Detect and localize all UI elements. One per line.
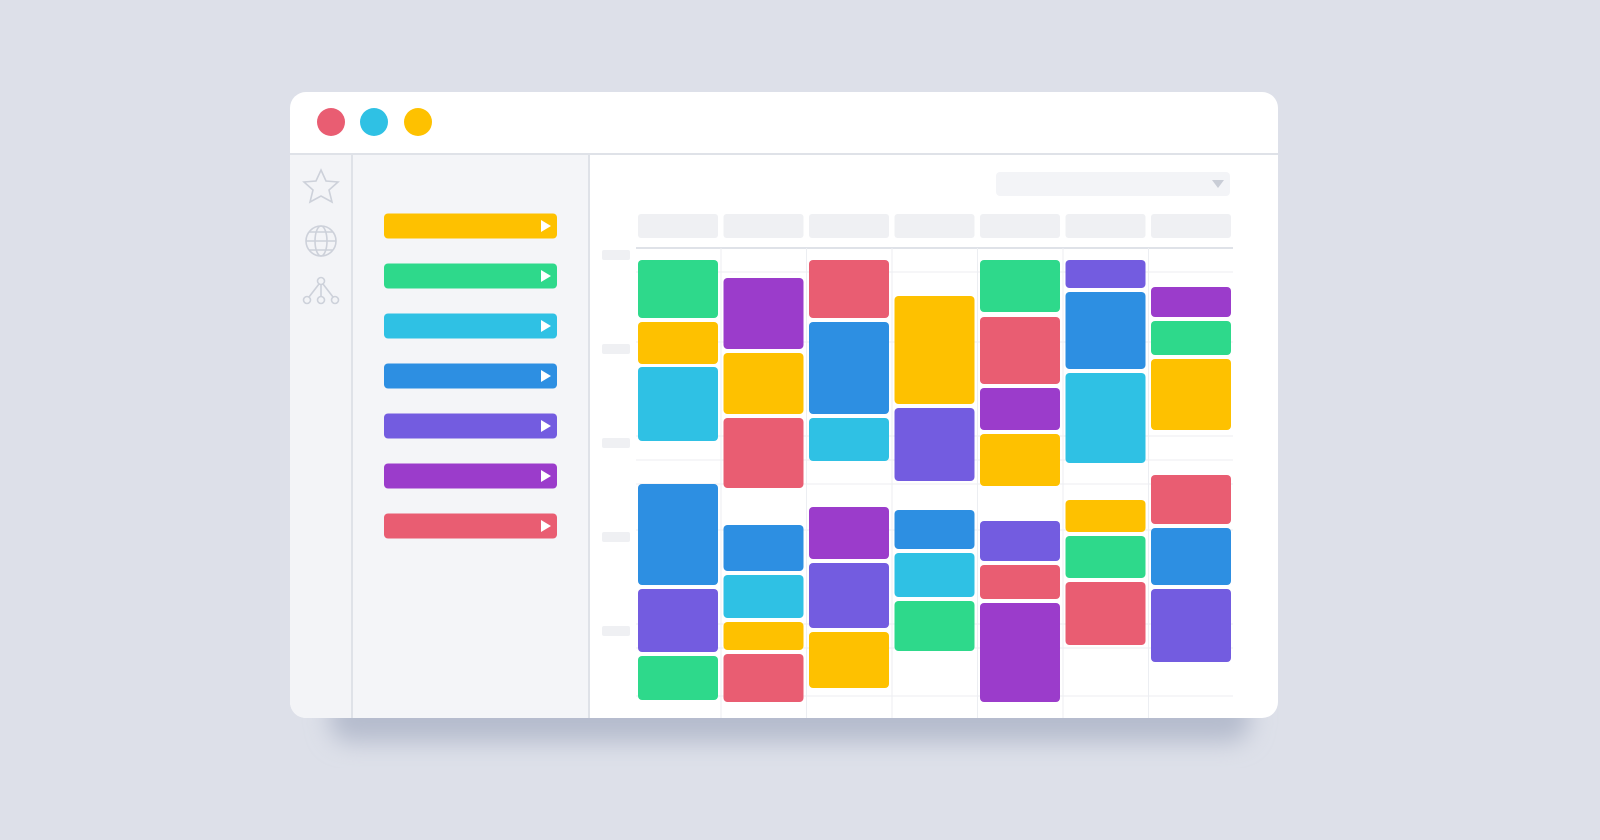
event-block[interactable]: [980, 317, 1060, 384]
category-button[interactable]: [384, 213, 557, 239]
play-icon: [541, 270, 551, 282]
close-button[interactable]: [317, 108, 345, 136]
event-block[interactable]: [980, 434, 1060, 486]
event-block[interactable]: [638, 589, 718, 652]
icon-sidebar: [290, 154, 352, 718]
event-block[interactable]: [1065, 260, 1146, 288]
play-icon: [541, 420, 551, 432]
play-icon: [541, 470, 551, 482]
event-block[interactable]: [1151, 287, 1231, 317]
event-block[interactable]: [894, 408, 975, 481]
event-block[interactable]: [1065, 500, 1146, 532]
event-block[interactable]: [894, 510, 975, 549]
event-block[interactable]: [1065, 536, 1146, 578]
time-label: [602, 250, 630, 260]
sidebar-icons: [302, 168, 340, 305]
category-button[interactable]: [384, 313, 557, 339]
event-block[interactable]: [723, 353, 804, 414]
category-button[interactable]: [384, 463, 557, 489]
event-block[interactable]: [723, 622, 804, 650]
event-block[interactable]: [638, 260, 718, 318]
day-header: [980, 214, 1060, 238]
event-block[interactable]: [809, 632, 889, 688]
day-header: [809, 214, 889, 238]
event-block[interactable]: [980, 603, 1060, 702]
category-button[interactable]: [384, 263, 557, 289]
event-block[interactable]: [1065, 292, 1146, 369]
event-block[interactable]: [809, 322, 889, 414]
event-block[interactable]: [638, 484, 718, 585]
event-block[interactable]: [638, 656, 718, 700]
event-block[interactable]: [723, 575, 804, 618]
event-block[interactable]: [980, 260, 1060, 312]
play-icon: [541, 320, 551, 332]
event-block[interactable]: [980, 388, 1060, 430]
star-icon[interactable]: [302, 168, 340, 204]
day-header: [638, 214, 718, 238]
maximize-button[interactable]: [404, 108, 432, 136]
calendar-events: [638, 260, 1231, 702]
category-list: [384, 213, 557, 539]
category-button[interactable]: [384, 413, 557, 439]
event-block[interactable]: [723, 654, 804, 702]
event-block[interactable]: [894, 296, 975, 404]
event-block[interactable]: [638, 367, 718, 441]
event-block[interactable]: [1151, 359, 1231, 430]
dropdown-arrow: [1212, 180, 1224, 188]
event-block[interactable]: [723, 278, 804, 349]
play-icon: [541, 520, 551, 532]
day-header: [723, 214, 804, 238]
event-block[interactable]: [894, 553, 975, 597]
minimize-button[interactable]: [360, 108, 388, 136]
dropdown[interactable]: [996, 172, 1230, 196]
event-block[interactable]: [809, 418, 889, 461]
play-icon: [541, 370, 551, 382]
time-label: [602, 532, 630, 542]
event-block[interactable]: [1151, 589, 1231, 662]
event-block[interactable]: [723, 525, 804, 571]
event-block[interactable]: [1151, 475, 1231, 524]
event-block[interactable]: [1151, 321, 1231, 355]
day-header: [894, 214, 975, 238]
globe-icon[interactable]: [305, 225, 337, 257]
time-label: [602, 344, 630, 354]
event-block[interactable]: [1065, 373, 1146, 463]
event-block[interactable]: [894, 601, 975, 651]
time-label: [602, 438, 630, 448]
time-label: [602, 626, 630, 636]
play-icon: [541, 220, 551, 232]
event-block[interactable]: [723, 418, 804, 488]
category-button[interactable]: [384, 363, 557, 389]
event-block[interactable]: [980, 565, 1060, 599]
event-block[interactable]: [809, 260, 889, 318]
event-block[interactable]: [1065, 582, 1146, 645]
event-block[interactable]: [809, 507, 889, 559]
event-block[interactable]: [980, 521, 1060, 561]
category-button[interactable]: [384, 513, 557, 539]
day-header: [1151, 214, 1231, 238]
event-block[interactable]: [1151, 528, 1231, 585]
event-block[interactable]: [809, 563, 889, 628]
day-header: [1065, 214, 1146, 238]
event-block[interactable]: [638, 322, 718, 364]
network-icon[interactable]: [302, 276, 340, 305]
